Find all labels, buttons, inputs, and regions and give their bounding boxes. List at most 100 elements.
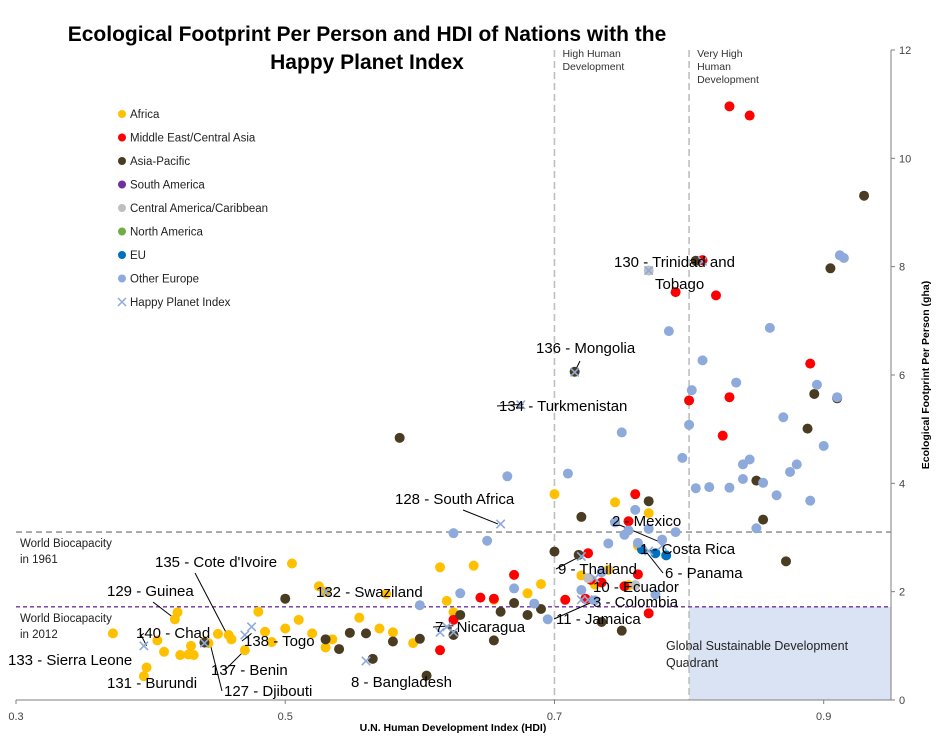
hpi-point-stroke-b (576, 551, 587, 562)
annotation-label: 127 - Djibouti (224, 683, 312, 700)
point-central-america-caribbean (630, 580, 641, 591)
hpi-point (435, 627, 445, 638)
point-other-europe (482, 535, 493, 546)
hdi-threshold-label-1-line-2: Development (562, 61, 624, 73)
point-asia-pacific (367, 653, 378, 664)
legend-entry: Middle East/Central Asia (130, 133, 256, 145)
legend-marker (118, 180, 126, 189)
legend-entry: South America (130, 180, 205, 192)
point-other-europe (791, 459, 802, 470)
point-middle-east-central-asia (623, 516, 634, 527)
biocapacity-label-1-line-2: in 1961 (20, 554, 58, 566)
point-other-europe (562, 468, 573, 479)
x-tick-label: 0.3 (8, 711, 23, 723)
point-middle-east-central-asia (630, 489, 641, 500)
annotation-label: 131 - Burundi (107, 675, 197, 692)
point-other-europe (616, 427, 627, 438)
point-other-europe (832, 392, 843, 403)
point-asia-pacific (421, 670, 432, 681)
point-asia-pacific (495, 606, 506, 617)
leader-line (462, 509, 499, 525)
point-africa (260, 626, 271, 637)
legend-marker (118, 110, 126, 118)
annotations: 1 - Costa Rica 2 - Mexico 3 - Colombia 6 - … (8, 254, 743, 700)
point-asia-pacific (596, 617, 607, 627)
leader-line (194, 572, 228, 636)
hpi-point (320, 586, 331, 597)
hpi-point (442, 622, 452, 632)
point-africa (307, 628, 318, 639)
annotation-label: 130 - Trinidad and Tobago (614, 254, 735, 293)
annotation-label: 133 - Sierra Leone (8, 652, 132, 669)
hpi-point-stroke-b (448, 627, 459, 638)
legend-marker-hpi-stroke-b (117, 297, 127, 307)
quadrant-label-line-1: Global Sustainable Development (666, 639, 849, 653)
annotation-label: 132 - Swaziland (316, 584, 423, 601)
point-asia-pacific (643, 496, 654, 507)
point-middle-east-central-asia (744, 110, 755, 121)
point-middle-east-central-asia (596, 577, 607, 588)
point-africa (643, 508, 654, 519)
y-tick-label: 2 (899, 587, 905, 599)
point-africa (159, 646, 170, 657)
legend-entry: Africa (130, 109, 160, 121)
point-other-europe (737, 474, 748, 484)
point-middle-east-central-asia (560, 594, 571, 605)
point-other-europe (778, 412, 789, 423)
point-middle-east-central-asia (717, 430, 728, 441)
point-eu (650, 548, 661, 559)
point-middle-east-central-asia (805, 358, 816, 369)
hpi-point (643, 546, 654, 556)
point-middle-east-central-asia (509, 569, 520, 580)
legend-entry: EU (130, 250, 146, 262)
point-asia-pacific (825, 263, 836, 274)
point-other-europe (502, 471, 513, 482)
annotation-label: 11 - Jamaica (556, 611, 641, 628)
hpi-point (495, 519, 506, 529)
point-asia-pacific (616, 625, 627, 636)
y-tick-label: 0 (899, 695, 905, 707)
hpi-point (199, 638, 210, 648)
y-tick-label: 4 (899, 478, 905, 490)
legend-marker-hpi (117, 297, 127, 307)
point-africa (374, 623, 385, 634)
legend-entry: Asia-Pacific (130, 156, 190, 168)
point-other-europe (771, 490, 782, 501)
point-other-europe (509, 583, 520, 594)
legend-marker (118, 157, 126, 165)
point-other-europe (838, 253, 849, 263)
annotation-label: 137 - Benin (211, 662, 288, 679)
hpi-point-stroke-b (516, 400, 526, 410)
point-middle-east-central-asia (435, 645, 446, 656)
hpi-point-stroke-b (361, 656, 371, 666)
point-africa (549, 489, 560, 500)
hpi-point (697, 256, 708, 267)
x-tick-label: 0.9 (816, 711, 831, 723)
point-middle-east-central-asia (724, 101, 735, 112)
chart-text: Ecological Footprint Per Person and HDI … (68, 23, 932, 734)
point-other-europe (704, 482, 715, 493)
point-africa (536, 579, 546, 590)
point-asia-pacific (455, 609, 466, 620)
hpi-point (657, 540, 667, 551)
point-africa (435, 562, 446, 573)
point-other-europe (448, 528, 459, 539)
point-middle-east-central-asia (488, 593, 499, 604)
point-africa (266, 637, 277, 648)
biocapacity-label-2-line-2: in 2012 (20, 629, 58, 641)
point-other-europe (690, 483, 701, 494)
hpi-point-stroke-b (657, 540, 667, 551)
y-tick-label: 10 (899, 153, 911, 165)
point-africa (172, 607, 183, 618)
annotation-label: 135 - Cote d'Ivoire (155, 554, 277, 571)
point-africa (286, 558, 297, 569)
point-central-america-caribbean (583, 573, 594, 584)
point-africa (280, 623, 291, 634)
hpi-point-stroke-b (139, 641, 149, 651)
point-other-europe (643, 523, 654, 534)
point-asia-pacific (859, 190, 870, 201)
biocapacity-label-2-line-1: World Biocapacity (20, 613, 112, 625)
point-africa (188, 650, 199, 661)
annotation-label: 136 - Mongolia (536, 340, 636, 357)
hpi-point-stroke-b (643, 546, 654, 556)
